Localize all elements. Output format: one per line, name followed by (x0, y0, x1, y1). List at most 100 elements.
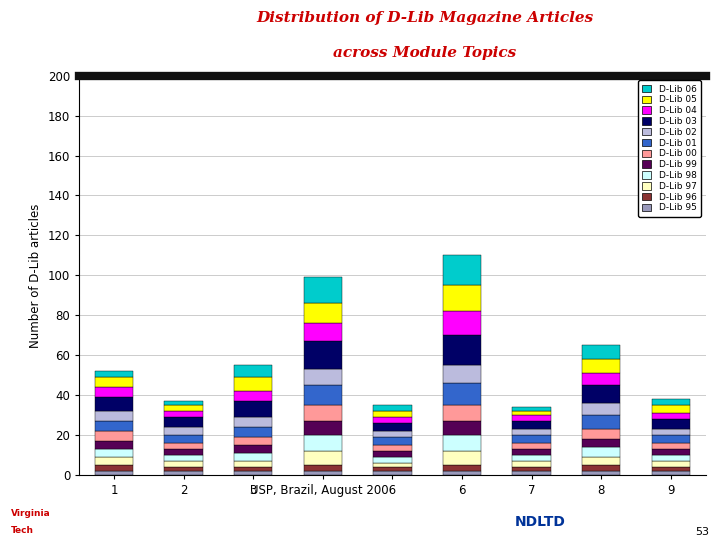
Text: Virginia: Virginia (11, 509, 50, 518)
Bar (234, 453, 272, 461)
Bar (652, 435, 690, 443)
Bar (234, 445, 272, 453)
Bar (582, 471, 621, 475)
Bar (443, 465, 481, 471)
Bar (164, 405, 203, 411)
Bar (95, 411, 133, 421)
Bar (652, 413, 690, 419)
Bar (95, 377, 133, 387)
Bar (234, 427, 272, 437)
Bar (652, 419, 690, 429)
Bar (164, 417, 203, 427)
Bar (513, 411, 551, 415)
Bar (95, 441, 133, 449)
Bar (164, 435, 203, 443)
Bar (234, 467, 272, 471)
Bar (304, 386, 342, 405)
Bar (652, 449, 690, 455)
Bar (95, 397, 133, 411)
Bar (513, 471, 551, 475)
Bar (582, 403, 621, 415)
Bar (304, 421, 342, 435)
Bar (443, 421, 481, 435)
Bar (652, 467, 690, 471)
Bar (652, 399, 690, 405)
Bar (513, 421, 551, 429)
Bar (443, 286, 481, 312)
Bar (443, 435, 481, 451)
Bar (652, 443, 690, 449)
Bar (582, 359, 621, 373)
Bar (373, 451, 412, 457)
Bar (582, 457, 621, 465)
Bar (373, 471, 412, 475)
Bar (234, 365, 272, 377)
Bar (164, 443, 203, 449)
Y-axis label: Number of D-Lib articles: Number of D-Lib articles (30, 203, 42, 348)
Bar (443, 451, 481, 465)
Bar (373, 411, 412, 417)
Bar (582, 346, 621, 359)
Bar (373, 431, 412, 437)
Bar (582, 386, 621, 403)
Bar (582, 373, 621, 386)
Bar (513, 461, 551, 467)
Bar (443, 471, 481, 475)
Bar (373, 445, 412, 451)
Bar (304, 278, 342, 303)
Bar (304, 465, 342, 471)
Bar (513, 429, 551, 435)
Bar (513, 407, 551, 411)
Bar (443, 366, 481, 383)
Bar (304, 369, 342, 386)
Bar (164, 461, 203, 467)
Bar (582, 447, 621, 457)
Bar (582, 415, 621, 429)
Bar (652, 461, 690, 467)
Bar (513, 467, 551, 471)
Bar (234, 437, 272, 445)
Legend: D-Lib 06, D-Lib 05, D-Lib 04, D-Lib 03, D-Lib 02, D-Lib 01, D-Lib 00, D-Lib 99, : D-Lib 06, D-Lib 05, D-Lib 04, D-Lib 03, … (638, 80, 701, 217)
Bar (582, 465, 621, 471)
Bar (304, 435, 342, 451)
Bar (582, 429, 621, 439)
Bar (513, 455, 551, 461)
Bar (304, 405, 342, 421)
Bar (304, 323, 342, 341)
Bar (164, 427, 203, 435)
Bar (652, 405, 690, 413)
Bar (373, 463, 412, 467)
Bar (652, 429, 690, 435)
Bar (443, 312, 481, 335)
Text: across Module Topics: across Module Topics (333, 46, 516, 60)
Bar (513, 435, 551, 443)
Bar (164, 449, 203, 455)
Bar (513, 449, 551, 455)
Bar (164, 455, 203, 461)
Bar (95, 421, 133, 431)
Bar (95, 372, 133, 377)
Bar (95, 387, 133, 397)
Bar (234, 461, 272, 467)
Bar (373, 405, 412, 411)
Bar (234, 377, 272, 392)
Bar (373, 437, 412, 445)
Text: NDLTD: NDLTD (515, 515, 565, 529)
Bar (443, 405, 481, 421)
Bar (443, 255, 481, 286)
Bar (234, 417, 272, 427)
Bar (234, 471, 272, 475)
Bar (304, 471, 342, 475)
Bar (513, 443, 551, 449)
Bar (164, 401, 203, 405)
Bar (443, 383, 481, 405)
Bar (164, 467, 203, 471)
Bar (95, 457, 133, 465)
Bar (304, 451, 342, 465)
Bar (304, 303, 342, 323)
Bar (95, 465, 133, 471)
Bar (95, 471, 133, 475)
Bar (652, 455, 690, 461)
Bar (95, 431, 133, 441)
Text: Tech: Tech (11, 525, 34, 535)
